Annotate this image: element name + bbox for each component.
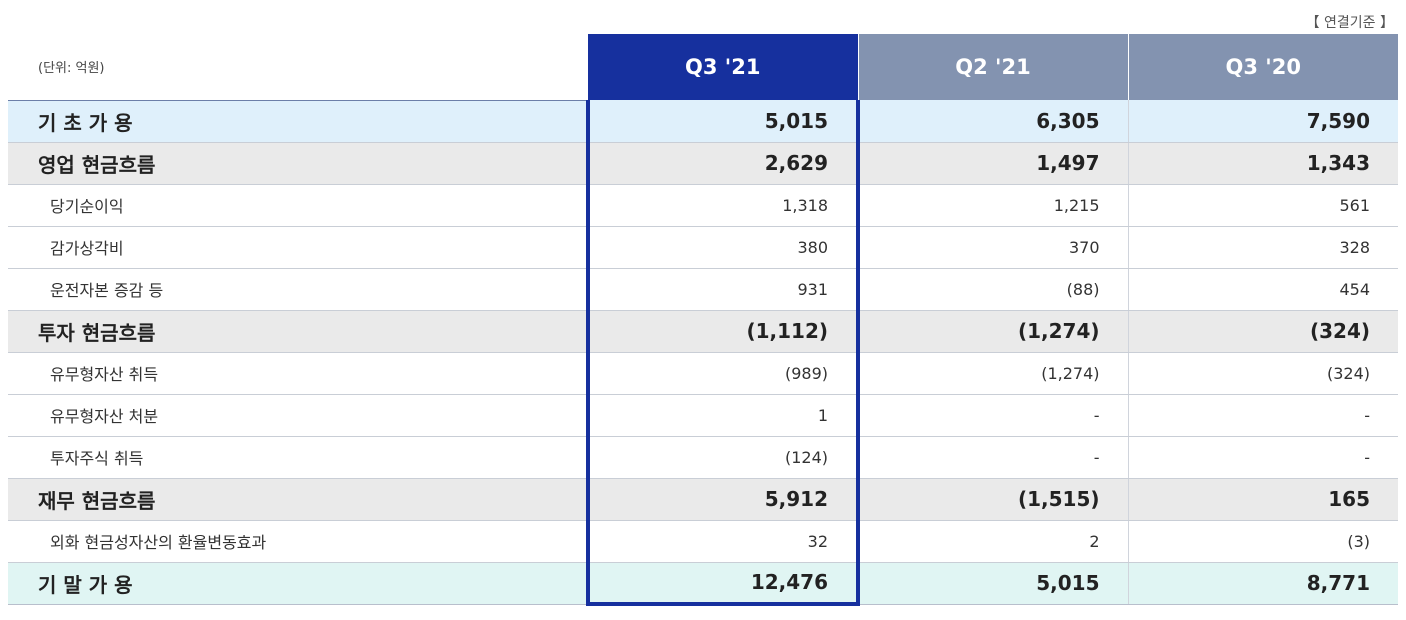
cell-q3-20: (324) bbox=[1127, 310, 1398, 353]
cell-q2-21: (1,274) bbox=[857, 310, 1128, 353]
row-label: 유무형자산 취득 bbox=[8, 352, 588, 395]
cell-q3-20: - bbox=[1127, 394, 1398, 437]
cell-q3-20: 328 bbox=[1127, 226, 1398, 269]
col-header-q3-20: Q3 '20 bbox=[1127, 34, 1398, 100]
cell-q3-20: 561 bbox=[1127, 184, 1398, 227]
cell-q2-21: 2 bbox=[857, 520, 1128, 563]
header-row: (단위: 억원) Q3 '21 Q2 '21 Q3 '20 bbox=[8, 34, 1398, 101]
col-header-q3-21: Q3 '21 bbox=[588, 34, 858, 100]
row-label: 운전자본 증감 등 bbox=[8, 268, 588, 311]
table-row: 기 초 가 용 5,015 6,305 7,590 bbox=[8, 100, 1398, 143]
row-label: 외화 현금성자산의 환율변동효과 bbox=[8, 520, 588, 563]
table-row: 유무형자산 취득 (989) (1,274) (324) bbox=[8, 352, 1398, 395]
row-label: 기 말 가 용 bbox=[8, 562, 588, 605]
cell-q3-21: 2,629 bbox=[586, 142, 860, 185]
cell-q3-21: (1,112) bbox=[586, 310, 860, 353]
unit-label: (단위: 억원) bbox=[8, 34, 588, 101]
cell-q3-20: (324) bbox=[1127, 352, 1398, 395]
col-header-q2-21: Q2 '21 bbox=[857, 34, 1128, 100]
cell-q3-20: - bbox=[1127, 436, 1398, 479]
table-row: 재무 현금흐름 5,912 (1,515) 165 bbox=[8, 478, 1398, 521]
cell-q3-21: 931 bbox=[586, 268, 860, 311]
cell-q3-21: 12,476 bbox=[586, 562, 860, 606]
cell-q3-21: 5,912 bbox=[586, 478, 860, 521]
cash-flow-table: (단위: 억원) Q3 '21 Q2 '21 Q3 '20 기 초 가 용 5,0… bbox=[8, 34, 1398, 606]
cell-q2-21: 1,215 bbox=[857, 184, 1128, 227]
cell-q3-21: 1,318 bbox=[586, 184, 860, 227]
cell-q3-20: 165 bbox=[1127, 478, 1398, 521]
cell-q3-20: 454 bbox=[1127, 268, 1398, 311]
cell-q2-21: 370 bbox=[857, 226, 1128, 269]
cell-q3-20: 7,590 bbox=[1127, 100, 1398, 143]
table-row: 감가상각비 380 370 328 bbox=[8, 226, 1398, 269]
cell-q3-21: (124) bbox=[586, 436, 860, 479]
row-label: 감가상각비 bbox=[8, 226, 588, 269]
cell-q2-21: 5,015 bbox=[857, 562, 1128, 605]
row-label: 투자 현금흐름 bbox=[8, 310, 588, 353]
cell-q2-21: (88) bbox=[857, 268, 1128, 311]
cell-q2-21: (1,274) bbox=[857, 352, 1128, 395]
table-row: 영업 현금흐름 2,629 1,497 1,343 bbox=[8, 142, 1398, 185]
row-label: 투자주식 취득 bbox=[8, 436, 588, 479]
table-row: 투자주식 취득 (124) - - bbox=[8, 436, 1398, 479]
cell-q2-21: - bbox=[857, 394, 1128, 437]
cell-q2-21: (1,515) bbox=[857, 478, 1128, 521]
cell-q2-21: 6,305 bbox=[857, 100, 1128, 143]
row-label: 기 초 가 용 bbox=[8, 100, 588, 143]
row-label: 영업 현금흐름 bbox=[8, 142, 588, 185]
cell-q3-21: 380 bbox=[586, 226, 860, 269]
cell-q3-20: 8,771 bbox=[1127, 562, 1398, 605]
cell-q2-21: - bbox=[857, 436, 1128, 479]
cell-q3-20: 1,343 bbox=[1127, 142, 1398, 185]
table-row: 당기순이익 1,318 1,215 561 bbox=[8, 184, 1398, 227]
table-row: 기 말 가 용 12,476 5,015 8,771 bbox=[8, 562, 1398, 606]
row-label: 재무 현금흐름 bbox=[8, 478, 588, 521]
table-row: 운전자본 증감 등 931 (88) 454 bbox=[8, 268, 1398, 311]
cell-q3-21: 5,015 bbox=[586, 100, 860, 143]
cell-q3-21: (989) bbox=[586, 352, 860, 395]
table-row: 투자 현금흐름 (1,112) (1,274) (324) bbox=[8, 310, 1398, 353]
table-row: 유무형자산 처분 1- - bbox=[8, 394, 1398, 437]
cell-q3-21: 32 bbox=[586, 520, 860, 563]
row-label: 유무형자산 처분 bbox=[8, 394, 588, 437]
cell-q3-21: 1 bbox=[586, 394, 860, 437]
table-row: 외화 현금성자산의 환율변동효과 32 2 (3) bbox=[8, 520, 1398, 563]
cell-q3-20: (3) bbox=[1127, 520, 1398, 563]
row-label: 당기순이익 bbox=[8, 184, 588, 227]
basis-note: 【 연결기준 】 bbox=[1305, 15, 1394, 31]
cell-q2-21: 1,497 bbox=[857, 142, 1128, 185]
